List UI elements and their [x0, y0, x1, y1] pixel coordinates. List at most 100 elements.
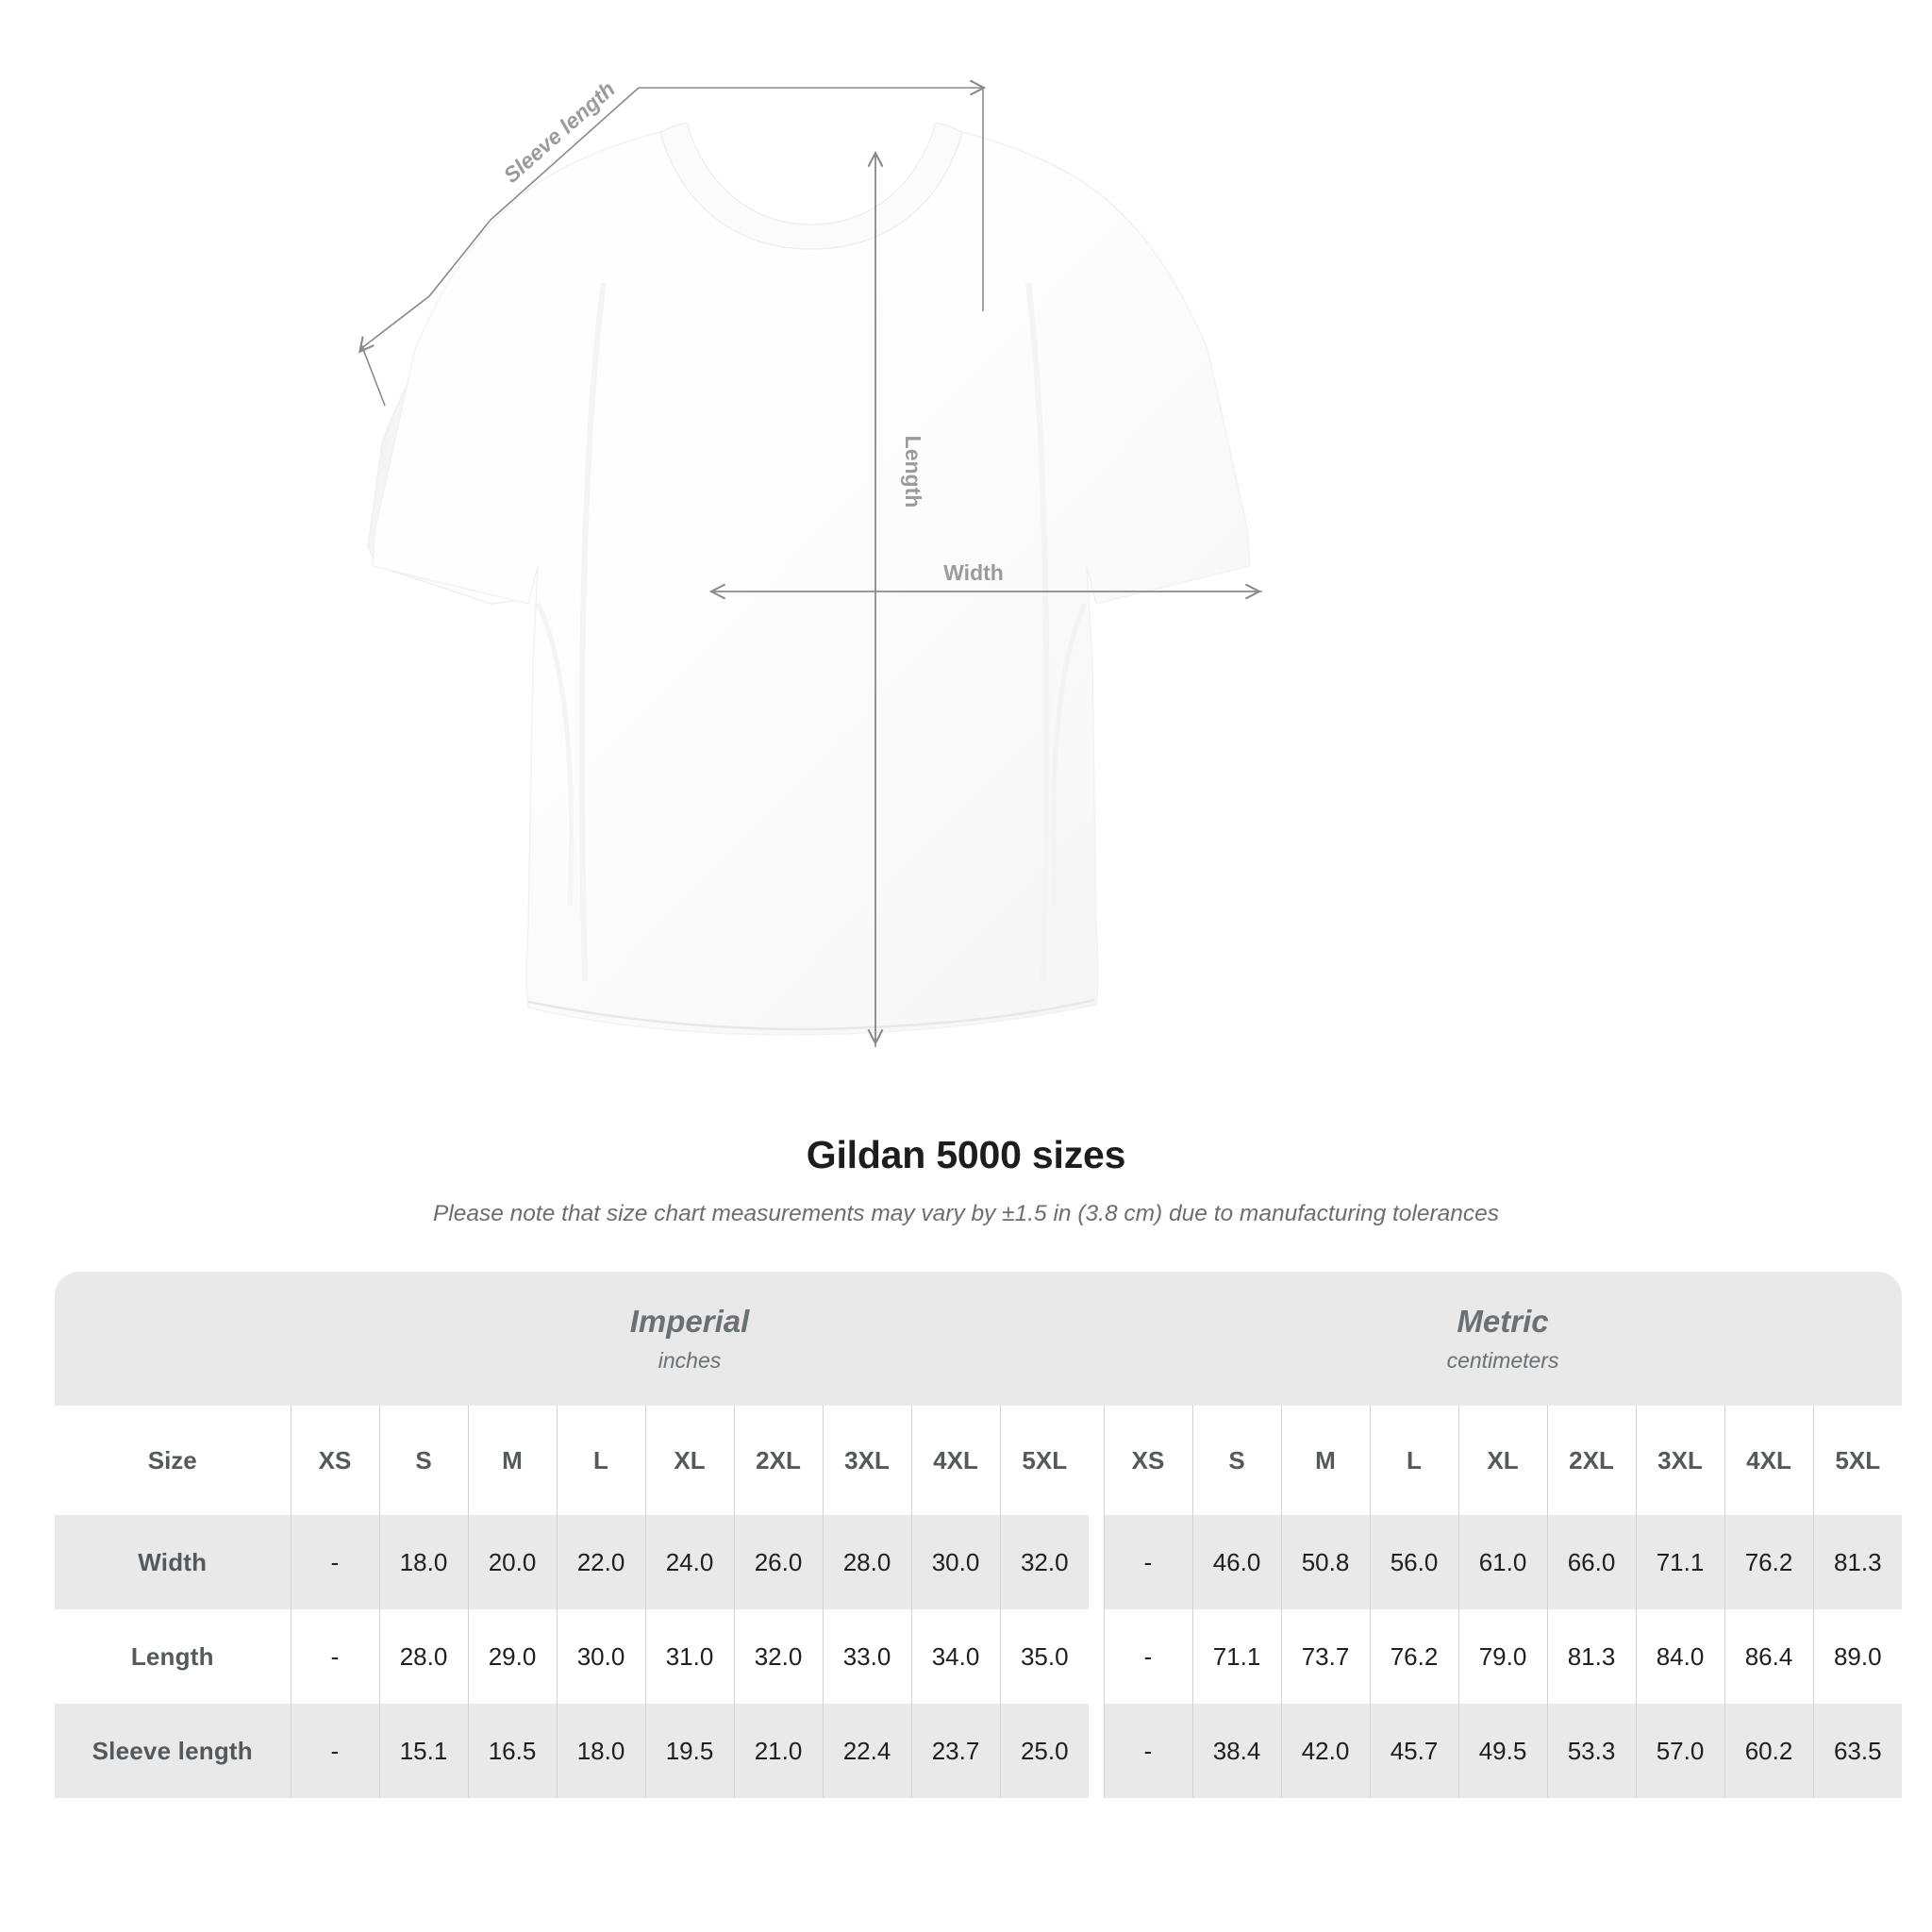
cell-length-met-5: 81.3 — [1546, 1609, 1636, 1704]
size-header-met-4: XL — [1457, 1406, 1547, 1515]
tolerance-note: Please note that size chart measurements… — [432, 1201, 1500, 1227]
sleeve-length-dimension — [360, 88, 983, 407]
group-gap — [1089, 1515, 1104, 1609]
cell-width-met-1: 46.0 — [1191, 1515, 1281, 1609]
unit-band-gap — [1089, 1272, 1104, 1406]
cell-sleeve-met-6: 57.0 — [1635, 1704, 1724, 1798]
cell-sleeve-imp-8: 25.0 — [999, 1704, 1089, 1798]
group-gap — [1089, 1406, 1104, 1515]
length-label: Length — [901, 436, 925, 508]
cell-width-imp-0: - — [290, 1515, 379, 1609]
cell-length-met-3: 76.2 — [1369, 1609, 1458, 1704]
cell-length-imp-7: 34.0 — [910, 1609, 1000, 1704]
size-header-imp-2: M — [467, 1406, 557, 1515]
unit-group-imperial: Imperial inches — [291, 1272, 1089, 1406]
cell-sleeve-imp-5: 21.0 — [733, 1704, 823, 1798]
size-header-met-7: 4XL — [1724, 1406, 1813, 1515]
row-label-sleeve-length: Sleeve length — [55, 1704, 291, 1798]
unit-sub-imperial: inches — [658, 1347, 722, 1373]
size-header-met-1: S — [1191, 1406, 1281, 1515]
table-corner-label: Size — [55, 1406, 291, 1515]
cell-length-imp-0: - — [290, 1609, 379, 1704]
title-block: Gildan 5000 sizes Please note that size … — [0, 1132, 1932, 1229]
cell-length-met-1: 71.1 — [1191, 1609, 1281, 1704]
cell-length-imp-5: 32.0 — [733, 1609, 823, 1704]
cell-width-imp-6: 28.0 — [822, 1515, 911, 1609]
cell-sleeve-imp-7: 23.7 — [910, 1704, 1000, 1798]
cell-width-met-0: - — [1103, 1515, 1192, 1609]
cell-length-imp-2: 29.0 — [467, 1609, 557, 1704]
table-row: Sleeve length - 15.1 16.5 18.0 19.5 21.0… — [55, 1704, 1903, 1798]
cell-length-imp-4: 31.0 — [644, 1609, 734, 1704]
cell-width-met-6: 71.1 — [1635, 1515, 1724, 1609]
size-header-imp-3: L — [556, 1406, 645, 1515]
cell-sleeve-imp-2: 16.5 — [467, 1704, 557, 1798]
size-header-met-3: L — [1369, 1406, 1458, 1515]
size-header-met-2: M — [1280, 1406, 1370, 1515]
cell-sleeve-imp-6: 22.4 — [822, 1704, 911, 1798]
cell-length-met-6: 84.0 — [1635, 1609, 1724, 1704]
size-header-met-5: 2XL — [1546, 1406, 1636, 1515]
group-gap — [1089, 1704, 1104, 1798]
cell-width-met-7: 76.2 — [1724, 1515, 1813, 1609]
cell-sleeve-met-3: 45.7 — [1369, 1704, 1458, 1798]
cell-sleeve-imp-4: 19.5 — [644, 1704, 734, 1798]
cell-sleeve-imp-0: - — [290, 1704, 379, 1798]
cell-sleeve-met-4: 49.5 — [1457, 1704, 1547, 1798]
cell-width-met-3: 56.0 — [1369, 1515, 1458, 1609]
cell-length-met-4: 79.0 — [1457, 1609, 1547, 1704]
cell-sleeve-met-5: 53.3 — [1546, 1704, 1636, 1798]
size-header-imp-6: 3XL — [822, 1406, 911, 1515]
tshirt-illustration: Sleeve length Length Width — [0, 76, 1262, 1047]
cell-sleeve-met-1: 38.4 — [1191, 1704, 1281, 1798]
unit-group-metric: Metric centimeters — [1104, 1272, 1903, 1406]
unit-sub-metric: centimeters — [1446, 1347, 1559, 1373]
size-header-met-8: 5XL — [1812, 1406, 1903, 1515]
tshirt-body-shape — [367, 122, 1251, 1036]
cell-width-imp-7: 30.0 — [910, 1515, 1000, 1609]
cell-sleeve-imp-3: 18.0 — [556, 1704, 645, 1798]
cell-width-met-2: 50.8 — [1280, 1515, 1370, 1609]
cell-sleeve-met-2: 42.0 — [1280, 1704, 1370, 1798]
size-header-met-6: 3XL — [1635, 1406, 1724, 1515]
cell-length-met-0: - — [1103, 1609, 1192, 1704]
unit-band-row: Imperial inches Metric centimeters — [55, 1272, 1903, 1406]
cell-sleeve-imp-1: 15.1 — [378, 1704, 468, 1798]
group-gap — [1089, 1609, 1104, 1704]
cell-width-imp-1: 18.0 — [378, 1515, 468, 1609]
cell-length-met-7: 86.4 — [1724, 1609, 1813, 1704]
size-header-met-0: XS — [1103, 1406, 1192, 1515]
size-header-imp-7: 4XL — [910, 1406, 1000, 1515]
cell-width-imp-8: 32.0 — [999, 1515, 1089, 1609]
size-header-imp-5: 2XL — [733, 1406, 823, 1515]
size-header-imp-1: S — [378, 1406, 468, 1515]
unit-name-metric: Metric — [1457, 1304, 1549, 1340]
cell-length-imp-1: 28.0 — [378, 1609, 468, 1704]
unit-name-imperial: Imperial — [629, 1304, 750, 1340]
cell-width-imp-5: 26.0 — [733, 1515, 823, 1609]
page-title: Gildan 5000 sizes — [806, 1133, 1126, 1176]
unit-band-corner — [55, 1272, 291, 1406]
cell-length-met-2: 73.7 — [1280, 1609, 1370, 1704]
cell-length-met-8: 89.0 — [1812, 1609, 1903, 1704]
cell-sleeve-met-0: - — [1103, 1704, 1192, 1798]
size-header-imp-0: XS — [290, 1406, 379, 1515]
width-label: Width — [943, 560, 1004, 585]
size-header-imp-4: XL — [644, 1406, 734, 1515]
cell-length-imp-8: 35.0 — [999, 1609, 1089, 1704]
cell-sleeve-met-7: 60.2 — [1724, 1704, 1813, 1798]
cell-width-met-5: 66.0 — [1546, 1515, 1636, 1609]
size-header-imp-8: 5XL — [999, 1406, 1089, 1515]
table-row: Width - 18.0 20.0 22.0 24.0 26.0 28.0 30… — [55, 1515, 1903, 1609]
size-header-row: Size XS S M L XL 2XL 3XL 4XL 5XL XS S M … — [55, 1406, 1903, 1515]
cell-length-imp-6: 33.0 — [822, 1609, 911, 1704]
cell-length-imp-3: 30.0 — [556, 1609, 645, 1704]
cell-width-imp-4: 24.0 — [644, 1515, 734, 1609]
size-chart-table: Imperial inches Metric centimeters Size … — [55, 1272, 1903, 1798]
cell-width-met-4: 61.0 — [1457, 1515, 1547, 1609]
cell-width-imp-2: 20.0 — [467, 1515, 557, 1609]
table-row: Length - 28.0 29.0 30.0 31.0 32.0 33.0 3… — [55, 1609, 1903, 1704]
cell-width-imp-3: 22.0 — [556, 1515, 645, 1609]
row-label-width: Width — [55, 1515, 291, 1609]
